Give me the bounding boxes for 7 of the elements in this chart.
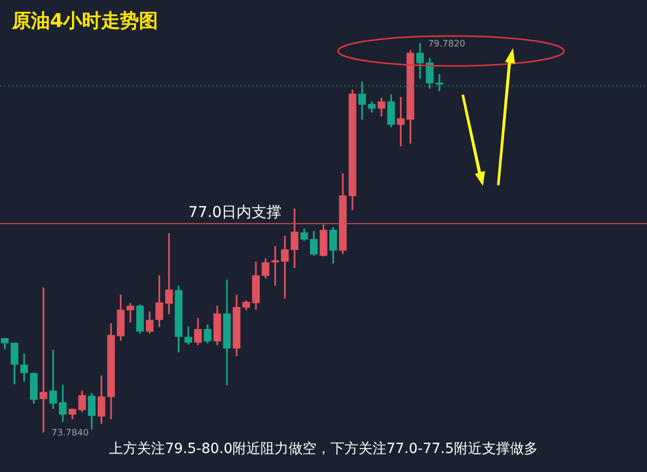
annotation: 上方关注79.5-80.0附近阻力做空，下方关注77.0-77.5附近支撑做多	[108, 440, 539, 458]
text: 原油4小时走势图	[12, 9, 158, 34]
candlestick	[165, 233, 173, 314]
annotation: 73.7840	[51, 428, 89, 439]
ref-line-label: 77.0日内支撑	[188, 203, 282, 222]
annotation: 79.7820	[428, 40, 466, 50]
candlestick	[40, 288, 48, 433]
